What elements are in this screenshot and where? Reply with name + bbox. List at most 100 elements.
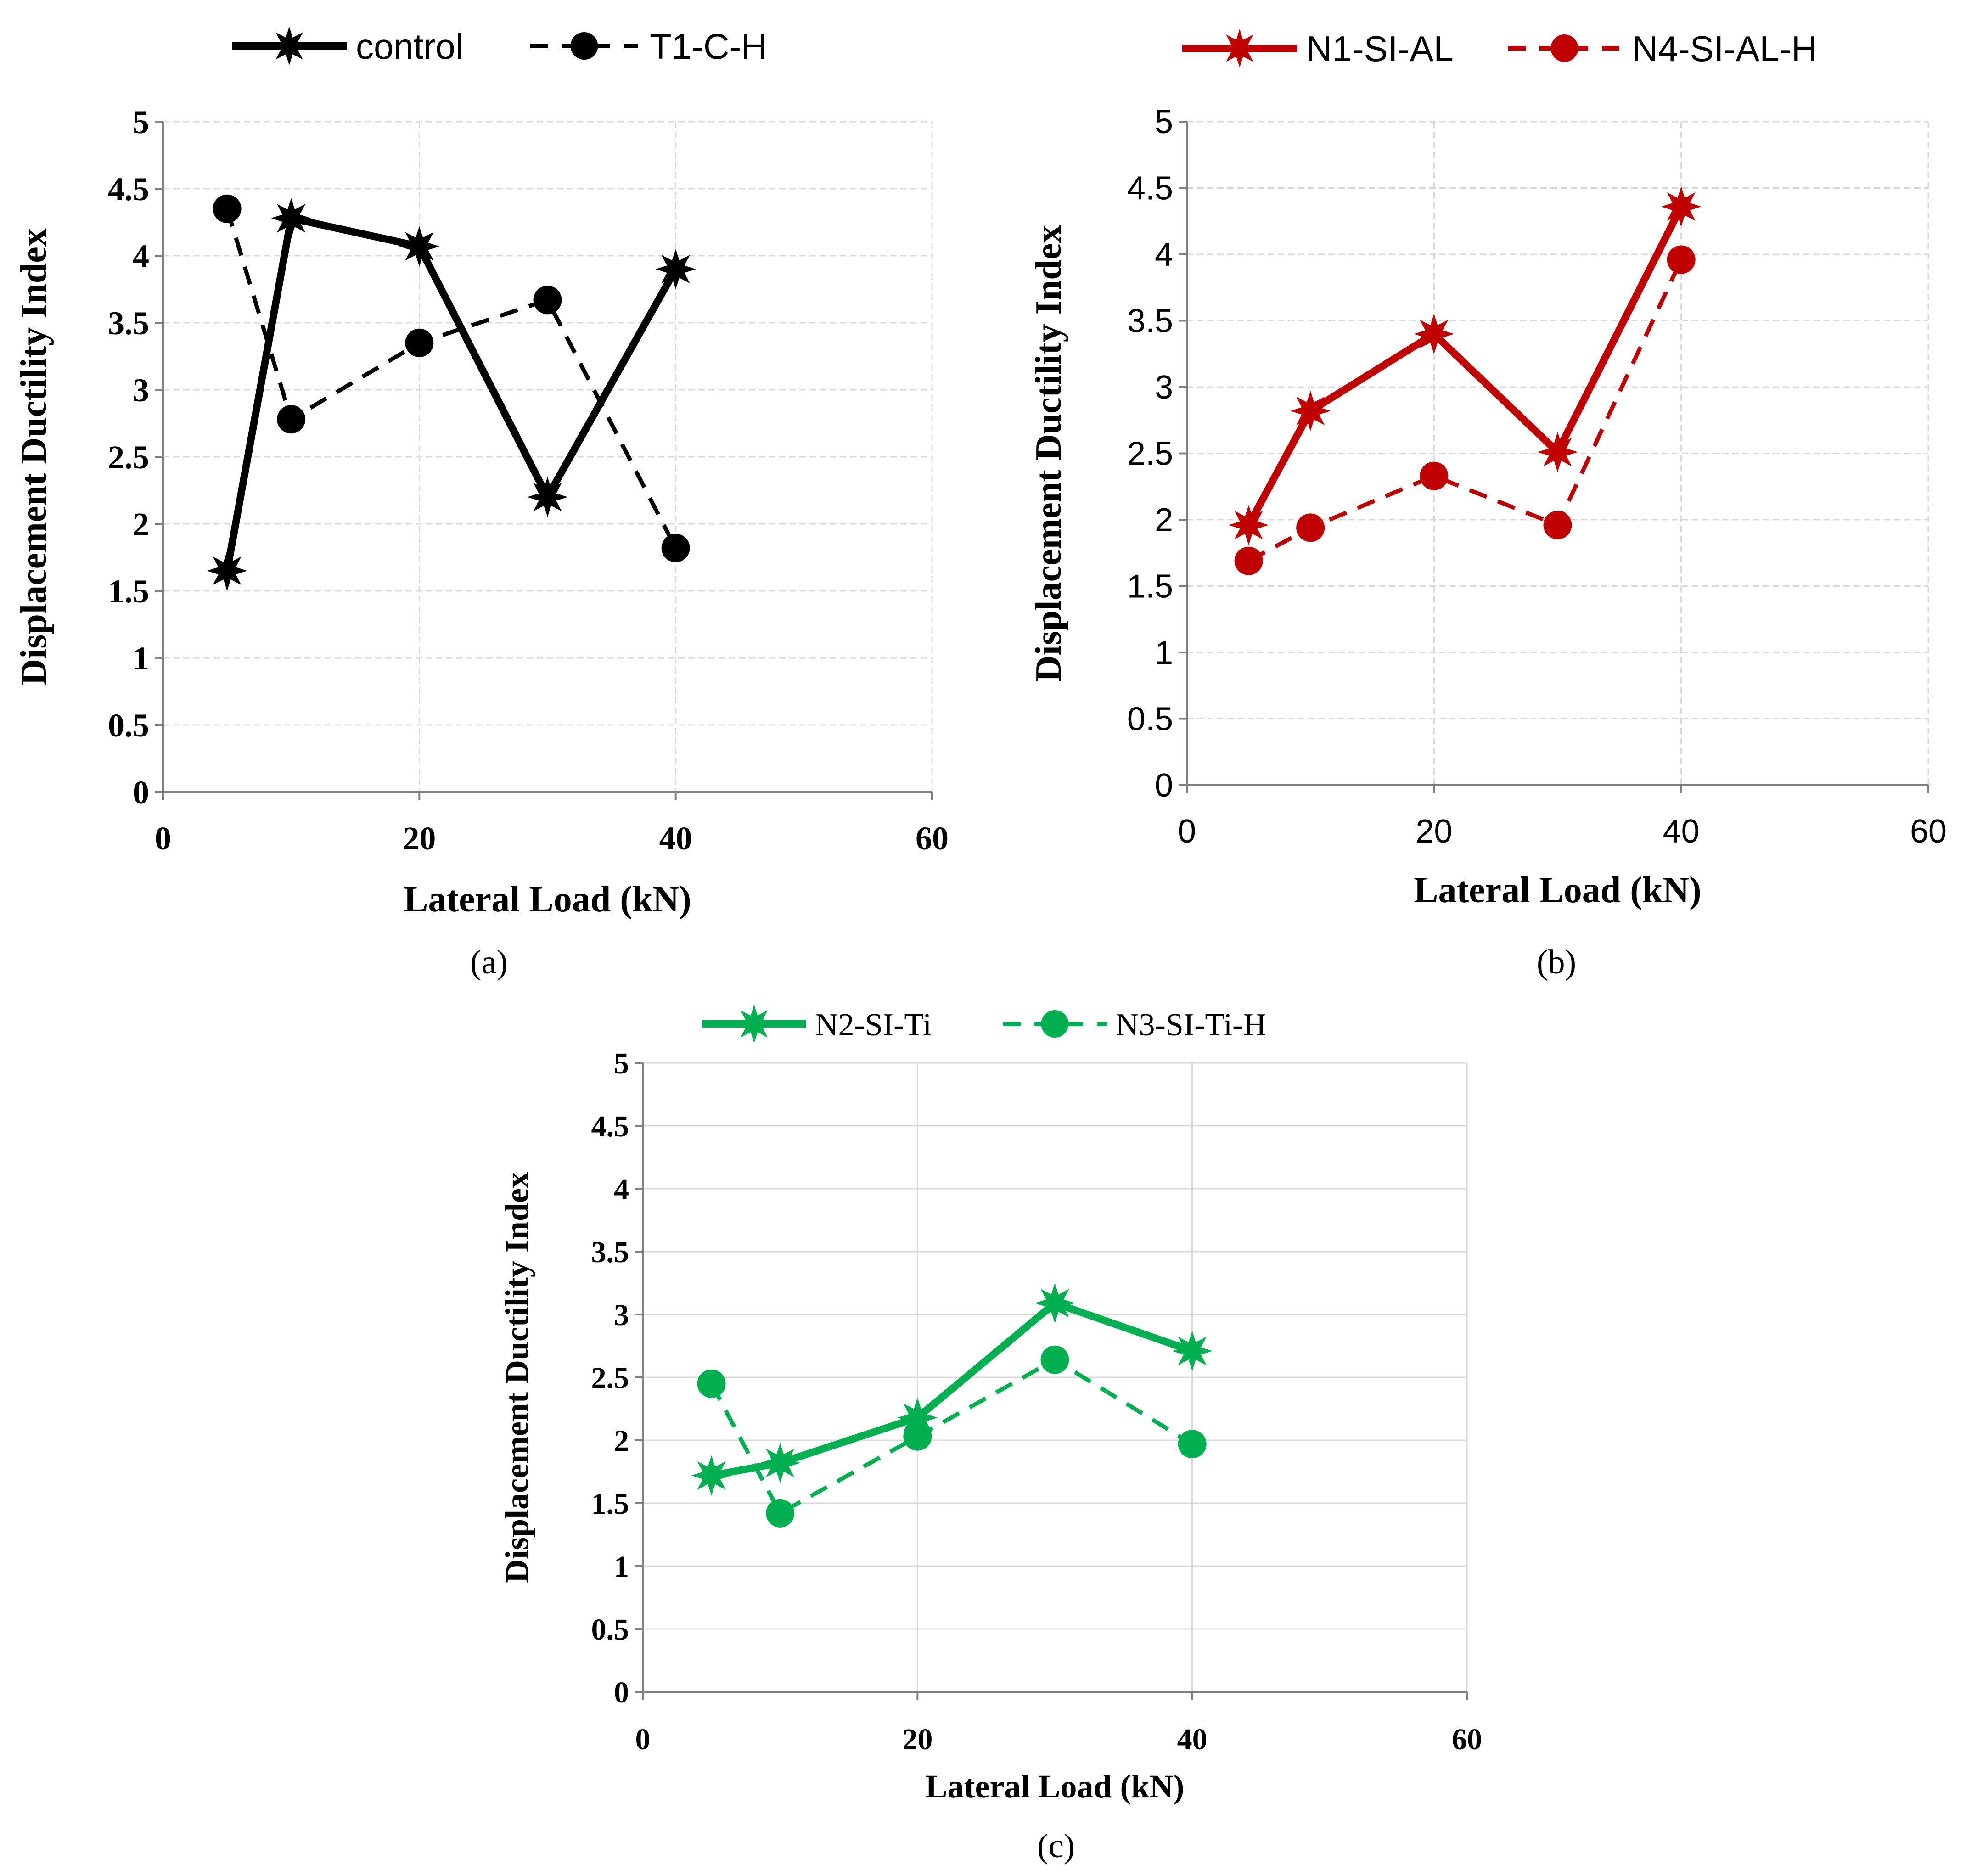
x-tick-label: 0 xyxy=(155,820,171,857)
data-point-circle xyxy=(903,1422,932,1451)
data-point-circle xyxy=(277,405,306,434)
y-tick-label: 1.5 xyxy=(591,1487,629,1521)
y-tick-label: 0.5 xyxy=(1127,701,1173,738)
x-tick-label: 40 xyxy=(1177,1723,1208,1756)
data-point-circle xyxy=(1667,245,1696,274)
series-line xyxy=(225,208,678,549)
data-point-circle xyxy=(697,1369,726,1398)
chart-panel-c: 0 0.5 1 1.5 2 2.5 3 3.5 4 4.5 5 0 20 40 60 Lateral Load… xyxy=(499,1005,1482,1865)
y-tick-label: 3 xyxy=(1155,369,1173,406)
y-tick-label: 4 xyxy=(614,1173,629,1206)
data-point-circle xyxy=(1178,1430,1207,1459)
x-tick-label: 40 xyxy=(1663,813,1700,850)
legend-marker-star xyxy=(270,27,309,65)
legend: N1-SI-AL N4-SI-AL-H xyxy=(1182,28,1817,69)
data-point-star xyxy=(1414,314,1455,354)
legend-marker-star xyxy=(735,1005,774,1043)
data-point-star xyxy=(1661,186,1702,227)
data-point-star xyxy=(691,1455,732,1496)
y-axis-title: Displacement Ductility Index xyxy=(499,1172,535,1583)
series-N2-SI-Ti xyxy=(691,1283,1213,1496)
y-tick-label: 4.5 xyxy=(1127,170,1173,207)
y-tick-label: 2.5 xyxy=(591,1361,629,1395)
y-tick-label: 1 xyxy=(133,640,149,677)
series-line xyxy=(709,1358,1194,1516)
y-tick-label: 4.5 xyxy=(108,171,149,208)
y-tick-label: 2.5 xyxy=(108,439,149,476)
x-axis-title: Lateral Load (kN) xyxy=(1414,870,1702,910)
legend-marker-star xyxy=(1220,29,1259,67)
y-tick-label: 5 xyxy=(614,1047,629,1080)
series-N3-SI-Ti-H xyxy=(697,1345,1207,1528)
legend-label: N3-SI-Ti-H xyxy=(1116,1007,1266,1043)
series-line xyxy=(1247,258,1683,563)
panel-label: (b) xyxy=(1537,944,1576,981)
y-tick-label: 4.5 xyxy=(591,1110,629,1143)
data-point-star xyxy=(271,198,312,239)
legend: N2-SI-Ti N3-SI-Ti-H xyxy=(702,1005,1266,1043)
chart-panel-b: 0 0.5 1 1.5 2 2.5 3 3.5 4 4.5 5 0 20 40 60 Lateral Load… xyxy=(1028,28,1947,981)
x-tick-label: 60 xyxy=(916,820,949,857)
y-axis-title: Displacement Ductility Index xyxy=(14,228,54,685)
legend-label: N4-SI-AL-H xyxy=(1632,28,1817,69)
legend: control T1-C-H xyxy=(232,26,767,67)
data-point-star xyxy=(1034,1283,1075,1324)
data-point-star xyxy=(1228,505,1269,545)
y-tick-label: 1.5 xyxy=(108,573,149,610)
gridlines xyxy=(643,1062,1468,1692)
legend-marker-circle xyxy=(570,32,598,60)
data-point-star xyxy=(760,1443,801,1483)
y-tick-label: 1 xyxy=(614,1550,629,1584)
data-point-star xyxy=(527,477,568,517)
data-point-star xyxy=(207,550,247,591)
legend-label: N2-SI-Ti xyxy=(815,1007,932,1043)
y-tick-label: 3.5 xyxy=(591,1236,629,1269)
x-tick-label: 40 xyxy=(659,820,692,857)
x-tick-label: 0 xyxy=(1178,813,1196,850)
series-T1-C-H xyxy=(213,194,690,562)
data-point-circle xyxy=(1040,1345,1069,1374)
legend-label: control xyxy=(356,26,463,67)
x-tick-label: 20 xyxy=(1416,813,1452,850)
y-tick-label: 3 xyxy=(614,1298,629,1332)
data-point-circle xyxy=(213,194,242,223)
data-point-circle xyxy=(1234,546,1263,575)
y-tick-label: 4 xyxy=(1155,236,1173,273)
data-point-circle xyxy=(766,1499,795,1528)
gridlines xyxy=(163,121,933,792)
data-point-circle xyxy=(1420,461,1449,490)
legend-label: T1-C-H xyxy=(650,26,767,67)
chart-panel-a: 0 0.5 1 1.5 2 2.5 3 3.5 4 4.5 5 0 20 40 60 Lateral Load… xyxy=(14,26,949,981)
legend-marker-circle xyxy=(1550,34,1578,62)
y-tick-label: 3 xyxy=(133,372,149,409)
legend-label: N1-SI-AL xyxy=(1306,28,1454,69)
data-point-circle xyxy=(1543,511,1572,539)
x-tick-label: 20 xyxy=(902,1723,932,1756)
series-N1-SI-AL xyxy=(1228,186,1702,545)
y-axis-title: Displacement Ductility Index xyxy=(1028,225,1069,682)
y-tick-label: 0.5 xyxy=(591,1613,629,1646)
panel-label: (c) xyxy=(1037,1827,1075,1865)
data-point-star xyxy=(399,226,440,267)
y-tick-label: 0 xyxy=(1155,767,1173,804)
y-tick-label: 5 xyxy=(1155,104,1173,140)
series-control xyxy=(207,198,696,591)
data-point-star xyxy=(1290,391,1331,431)
y-tick-label: 1.5 xyxy=(1127,568,1173,605)
series-N4-SI-AL-H xyxy=(1234,245,1696,575)
x-tick-label: 60 xyxy=(1910,813,1947,850)
y-tick-label: 3.5 xyxy=(1127,303,1173,340)
y-tick-label: 3.5 xyxy=(108,305,149,342)
data-point-star xyxy=(1172,1331,1213,1371)
gridlines xyxy=(1187,121,1929,785)
data-point-circle xyxy=(533,286,562,315)
data-point-circle xyxy=(405,328,434,357)
x-axis-title: Lateral Load (kN) xyxy=(926,1768,1185,1805)
y-tick-label: 0 xyxy=(614,1676,629,1709)
series-line xyxy=(223,214,679,572)
y-tick-label: 2 xyxy=(133,506,149,543)
legend-marker-circle xyxy=(1041,1010,1069,1038)
y-tick-label: 2 xyxy=(1155,502,1173,539)
panel-label: (a) xyxy=(470,944,508,981)
